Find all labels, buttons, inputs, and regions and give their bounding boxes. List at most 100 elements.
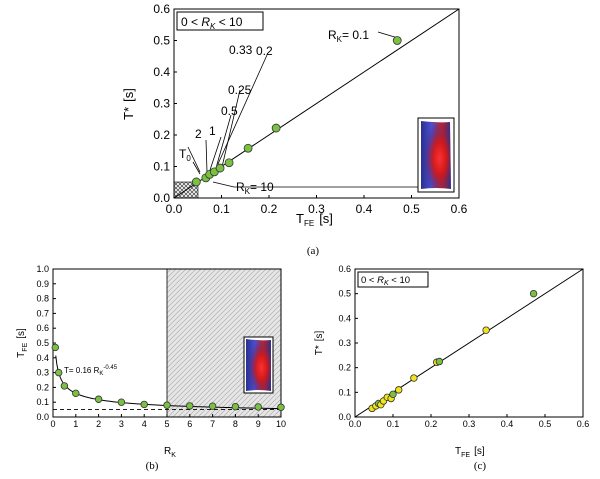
chart-a-x-tick-label: 0.5 — [403, 202, 420, 216]
chart-a-y-tick-label: 0.6 — [153, 2, 170, 16]
chart-b-data-point — [231, 402, 240, 411]
chart-a-label-02: 0.2 — [256, 44, 273, 58]
chart-a-label-1: 1 — [209, 124, 216, 138]
chart-b-caption: (b) — [146, 460, 159, 472]
chart-c-legend: 0 < RK < 10 — [357, 271, 429, 288]
chart-c-xlabel: TFE [s] — [455, 446, 485, 459]
chart-c-caption: (c) — [474, 460, 487, 472]
chart-c-legend-sub: K — [384, 280, 389, 287]
chart-b-x-tick-label: 10 — [276, 419, 286, 429]
chart-b-xlabel: RK — [164, 446, 176, 459]
chart-c-x-tick-label: 0.4 — [501, 419, 514, 429]
chart-a-legend-sub: K — [210, 22, 216, 31]
chart-a-label-rk01: RK= 0.1 — [328, 28, 369, 44]
chart-a-label-t0: T0 — [179, 147, 191, 163]
chart-c-y-tick-label: 0.1 — [338, 387, 351, 397]
chart-c-legend-post: < 10 — [389, 275, 410, 286]
chart-a-y-tick-label: 0.3 — [153, 97, 170, 111]
chart-c-data-point — [435, 357, 444, 366]
chart-c-y-tick-label: 0.0 — [338, 412, 351, 422]
svg-text:0 < RK < 10: 0 < RK < 10 — [181, 15, 243, 31]
chart-c-y-tick-label: 0.2 — [338, 363, 351, 373]
chart-c-x-tick-label: 0.1 — [387, 419, 400, 429]
chart-b-ylabel: TFE[s] — [16, 328, 29, 358]
chart-b-data-point — [186, 402, 194, 410]
chart-a-data-point — [243, 143, 253, 153]
chart-b-data-point — [72, 389, 80, 398]
chart-c-data-point — [389, 390, 397, 399]
chart-b-y-tick-label: 1.0 — [36, 264, 49, 274]
chart-a-legend-var: R — [201, 15, 210, 29]
chart-a-model-inset-image — [417, 117, 455, 193]
chart-c-x-tick-label: 0.5 — [539, 419, 552, 429]
chart-c-y-tick-label: 0.6 — [338, 264, 351, 274]
chart-a-data-point — [392, 36, 402, 45]
chart-a-data-point — [191, 177, 201, 187]
chart-a-data-point — [224, 158, 234, 168]
chart-c-y-tick-label: 0.3 — [338, 338, 351, 348]
svg-text:0 < RK < 10: 0 < RK < 10 — [361, 275, 410, 287]
chart-a-y-tick-label: 0.0 — [153, 191, 170, 205]
chart-b-y-tick-label: 0.1 — [36, 397, 49, 407]
chart-a-label-05: 0.5 — [221, 104, 238, 118]
chart-a-x-tick-label: 0.3 — [308, 202, 325, 216]
chart-a-label-rk10: RK= 10 — [236, 180, 274, 196]
chart-b-x-tick-label: 3 — [119, 419, 124, 429]
chart-b-data-point — [55, 368, 63, 377]
chart-b-y-tick-label: 0.7 — [36, 308, 49, 318]
chart-b-y-tick-label: 0.0 — [36, 412, 49, 422]
chart-b-model-inset-image — [243, 336, 274, 394]
chart-b-x-tick-label: 2 — [96, 419, 101, 429]
chart-b-y-tick-label: 0.9 — [36, 279, 49, 289]
chart-b-data-point — [208, 402, 217, 410]
chart-a-caption: (a) — [307, 245, 320, 257]
chart-c-data-point — [482, 326, 490, 334]
chart-c-legend-var: R — [377, 275, 384, 286]
chart-c-data-point — [529, 289, 538, 298]
chart-b-x-tick-label: 8 — [233, 419, 238, 429]
chart-a-ylabel: T*[s] — [121, 88, 136, 120]
chart-a-x-tick-label: 0.4 — [356, 202, 373, 216]
chart-a-y-tick-label: 0.5 — [153, 34, 170, 48]
chart-b-data-point — [254, 403, 262, 411]
chart-a-legend-post: < 10 — [215, 15, 242, 29]
chart-b-x-tick-label: 1 — [73, 419, 78, 429]
chart-b-data-point — [163, 401, 171, 409]
chart-b-x-tick-label: 9 — [256, 419, 261, 429]
chart-a: 0.0 0.1 0.2 0.3 0.4 0.5 0.6 0.0 0.1 0.2 0.3 0.4 0.5 0… — [121, 2, 468, 257]
chart-a-label-2: 2 — [195, 127, 202, 141]
chart-b-x-tick-label: 7 — [210, 419, 215, 429]
chart-b-x-tick-label: 0 — [50, 419, 55, 429]
chart-a-y-tick-label: 0.2 — [153, 128, 170, 142]
chart-c-x-tick-label: 0.3 — [463, 419, 476, 429]
chart-c: 0.0 0.1 0.2 0.3 0.4 0.5 0.6 0.0 0.1 0.2 0.3 0.4 0.5 0… — [314, 264, 589, 472]
chart-c-ylabel: T*[s] — [314, 331, 325, 356]
chart-b-x-tick-label: 6 — [187, 419, 192, 429]
chart-b-data-point — [140, 400, 148, 409]
chart-b-x-tick-label: 4 — [142, 419, 147, 429]
chart-a-x-tick-label: 0.1 — [213, 202, 230, 216]
chart-b-y-tick-label: 0.8 — [36, 294, 49, 304]
chart-b-y-tick-label: 0.3 — [36, 368, 49, 378]
chart-a-data-point — [271, 123, 281, 133]
chart-c-data-point — [395, 386, 403, 394]
chart-a-xlabel: TFE [s] — [296, 211, 333, 228]
chart-a-legend: 0 < RK < 10 — [176, 11, 264, 31]
chart-b-data-point — [94, 395, 103, 403]
chart-b-y-tick-label: 0.6 — [36, 323, 49, 333]
chart-a-x-tick-label: 0.2 — [261, 202, 278, 216]
chart-a-y-tick-label: 0.1 — [153, 160, 170, 174]
chart-a-label-033: 0.33 — [229, 43, 253, 57]
chart-b-data-point — [117, 398, 126, 406]
chart-c-legend-pre: 0 < — [361, 275, 377, 286]
chart-b: 0 1 2 3 4 5 6 7 8 9 10 0.0 0.1 0.2 0.3 0.4 0.5 0.6 0.7 0.8 0… — [16, 264, 286, 472]
chart-b-y-tick-label: 0.4 — [36, 353, 49, 363]
chart-c-data-point — [410, 374, 418, 382]
chart-c-y-tick-label: 0.4 — [338, 313, 351, 323]
chart-a-y-tick-label: 0.4 — [153, 65, 170, 79]
chart-c-y-tick-label: 0.5 — [338, 289, 351, 299]
chart-b-data-point — [277, 403, 285, 411]
chart-a-data-point — [215, 163, 225, 173]
chart-c-x-tick-label: 0.6 — [577, 419, 590, 429]
